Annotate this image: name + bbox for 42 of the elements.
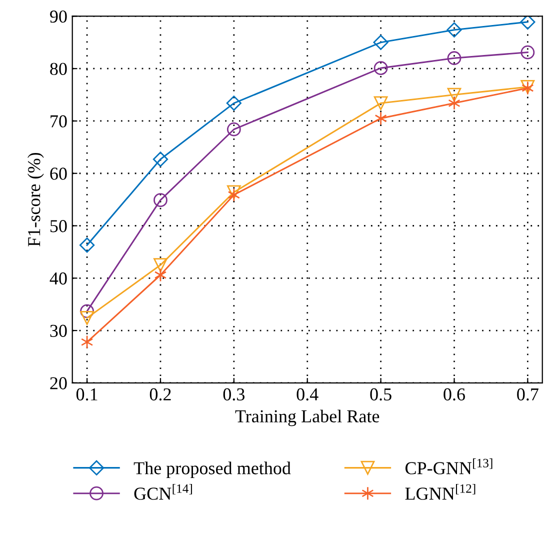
point [152,152,168,167]
point [226,185,241,200]
point [154,258,168,272]
point [226,122,241,136]
point [374,61,388,76]
point [446,22,462,38]
x-tick-label: 0.3 [223,388,244,401]
legend-label: CP-GNN$^{[13]}$ [405,458,492,474]
point [374,96,388,110]
point [154,193,168,208]
x-tick-label: 0.4 [296,388,318,401]
y-axis-title: F1-score (%) [28,152,44,246]
y-tick-label: 80 [50,62,67,76]
y-tick-label: 40 [50,272,67,285]
point [520,16,536,30]
point [447,51,462,66]
y-tick-label: 30 [50,324,67,337]
y-tick-label: 90 [50,10,67,23]
x-tick-label: 0.2 [150,388,171,401]
point [374,111,387,126]
point [520,45,535,60]
point [80,311,94,325]
y-tick-label: 60 [50,168,67,180]
point [226,96,242,111]
y-tick-label: 20 [50,377,67,390]
point [79,238,95,253]
x-tick-label: 0.6 [444,388,465,401]
legend-label: The proposed method [134,462,291,478]
point [373,34,388,50]
point [80,335,94,349]
point [448,96,460,110]
legend-label: LGNN$^{[12]}$ [405,484,476,500]
x-tick-label: 0.1 [76,388,98,401]
x-tick-label: 0.5 [370,388,392,401]
y-tick-label: 50 [50,220,67,232]
x-axis-title: Training Label Rate [235,410,380,426]
x-tick-label: 0.7 [517,388,538,401]
point [154,268,167,282]
point [228,188,240,202]
legend-label: GCN$^{[14]}$ [134,484,192,500]
y-tick-label: 70 [50,115,67,128]
point [447,88,462,102]
